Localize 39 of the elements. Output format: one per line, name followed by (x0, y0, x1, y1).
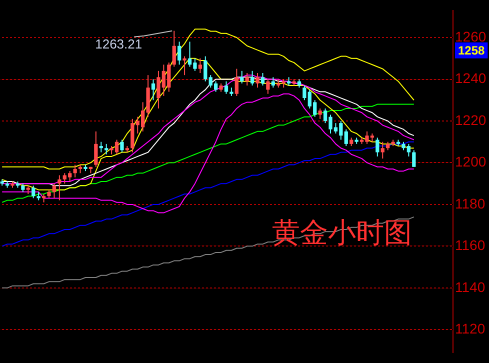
candlestick (266, 78, 270, 94)
text: 黄金小时图 (272, 216, 412, 249)
y-tick-label: 1200 (455, 154, 486, 170)
y-tick-label: 1180 (455, 195, 486, 212)
candlestick (32, 185, 36, 199)
candlestick (245, 72, 249, 86)
candlestick (260, 72, 265, 86)
candlestick (120, 139, 124, 153)
y-tick-label: 1120 (455, 320, 486, 337)
candlestick (52, 183, 56, 199)
candlestick (104, 143, 108, 155)
candlestick (380, 141, 384, 160)
candlestick (240, 70, 244, 84)
candlestick (271, 76, 275, 88)
annotation: 1263.21 (95, 36, 142, 52)
y-tick-label: 1220 (455, 112, 486, 128)
candlestick (412, 150, 416, 168)
candlestick (178, 41, 182, 66)
text: 1258 (458, 44, 486, 58)
candlestick (318, 108, 322, 120)
candlestick (73, 164, 77, 178)
candlestick (250, 70, 254, 86)
y-tick-label: 1240 (455, 70, 486, 86)
candlestick (204, 56, 208, 82)
candlestick (151, 78, 156, 101)
candlestick (344, 128, 348, 147)
candlestick (376, 137, 380, 157)
candlestick (58, 174, 62, 201)
y-tick-label: 1260 (455, 28, 486, 44)
y-tick-label: 1160 (455, 237, 486, 254)
candlestick (182, 56, 186, 76)
candlestick (99, 141, 103, 153)
candlestick (224, 80, 228, 94)
candlestick (234, 68, 238, 96)
candlestick (198, 58, 202, 74)
y-tick-label: 1140 (455, 278, 486, 295)
candlestick (172, 30, 176, 68)
candlestick (256, 72, 260, 88)
candlestick (94, 130, 98, 168)
